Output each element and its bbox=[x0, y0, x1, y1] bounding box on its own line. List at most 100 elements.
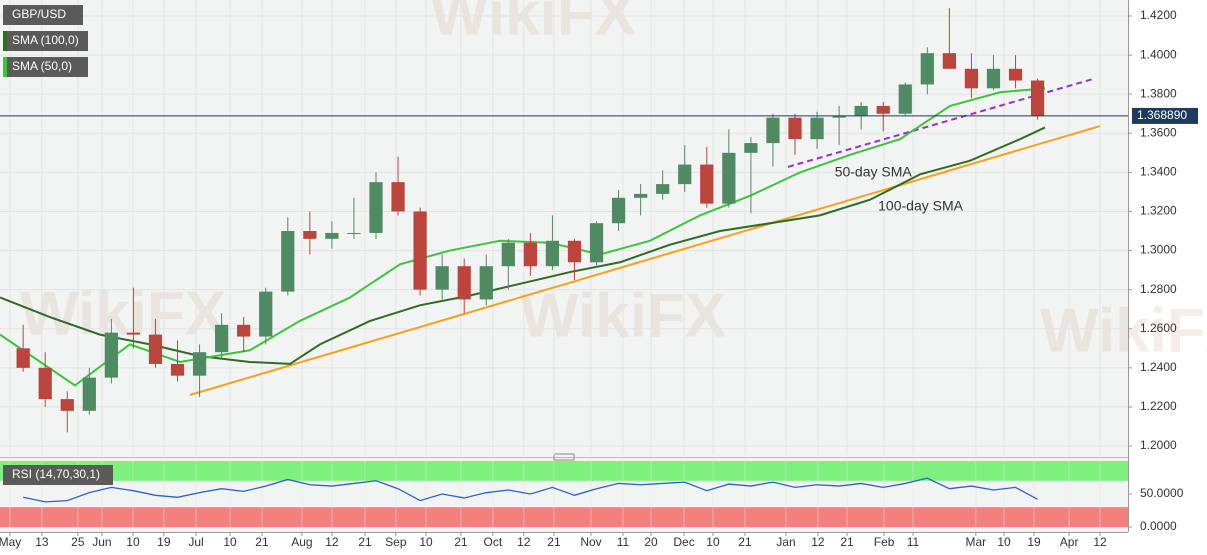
x-tick-label: 21 bbox=[358, 535, 372, 549]
candle-body bbox=[82, 377, 96, 411]
candle-body bbox=[126, 332, 141, 335]
y-tick-label: 50.0000 bbox=[1140, 486, 1184, 500]
legend-swatch bbox=[3, 57, 7, 77]
candle-body bbox=[501, 242, 515, 267]
y-tick-label: 1.3800 bbox=[1140, 86, 1177, 100]
pane-handle[interactable] bbox=[553, 453, 575, 461]
x-tick-label: 12 bbox=[811, 535, 825, 549]
candle-body bbox=[656, 184, 670, 194]
y-tick-label: 0.0000 bbox=[1140, 519, 1177, 533]
candle-body bbox=[16, 348, 30, 368]
legend-box[interactable] bbox=[3, 57, 88, 77]
candle-body bbox=[854, 105, 868, 116]
x-tick-label: Apr bbox=[1060, 535, 1079, 549]
x-tick-label: 10 bbox=[997, 535, 1011, 549]
candle-body bbox=[611, 197, 626, 224]
x-tick-label: 12 bbox=[517, 535, 531, 549]
watermark: WikiFX bbox=[20, 279, 226, 348]
candle-body bbox=[876, 105, 890, 114]
candle-body bbox=[259, 291, 273, 337]
candle-body bbox=[678, 164, 692, 185]
candle-body bbox=[986, 68, 1001, 89]
candle-body bbox=[788, 117, 802, 140]
x-tick-label: 11 bbox=[907, 535, 920, 549]
candle-body bbox=[413, 211, 427, 290]
x-tick-label: 10 bbox=[223, 535, 237, 549]
candle-body bbox=[1030, 80, 1045, 116]
x-tick-label: 10 bbox=[126, 535, 140, 549]
legend-label: GBP/USD bbox=[12, 7, 66, 21]
y-tick-label: 1.2400 bbox=[1140, 360, 1177, 374]
candle-body bbox=[567, 240, 582, 263]
candle-body bbox=[920, 53, 934, 85]
candle-body bbox=[479, 266, 493, 300]
x-tick-label: 10 bbox=[706, 535, 720, 549]
candle-body bbox=[170, 363, 185, 376]
y-tick-label: 1.2600 bbox=[1140, 321, 1177, 335]
x-tick-label: 19 bbox=[157, 535, 171, 549]
x-tick-label: May bbox=[0, 535, 21, 549]
x-tick-label: 12 bbox=[1093, 535, 1107, 549]
y-tick-label: 1.3000 bbox=[1140, 243, 1177, 257]
x-tick-label: Jul bbox=[188, 535, 203, 549]
candle-body bbox=[60, 399, 74, 411]
candle-body bbox=[435, 266, 449, 290]
y-tick-label: 1.2200 bbox=[1140, 399, 1177, 413]
legend-label: RSI (14,70,30,1) bbox=[12, 467, 100, 481]
x-tick-label: Aug bbox=[291, 535, 312, 549]
legend-box[interactable] bbox=[3, 5, 83, 25]
candle-body bbox=[810, 117, 824, 140]
y-tick-label: 1.2800 bbox=[1140, 282, 1177, 296]
candle-body bbox=[589, 223, 604, 263]
candle-body bbox=[766, 117, 780, 144]
y-tick-label: 1.4000 bbox=[1140, 47, 1177, 61]
candle-body bbox=[942, 53, 956, 69]
x-tick-label: 10 bbox=[419, 535, 433, 549]
x-tick-label: Mar bbox=[965, 535, 986, 549]
legend-box bbox=[3, 465, 113, 485]
candle-body bbox=[303, 231, 317, 239]
x-tick-label: Feb bbox=[874, 535, 895, 549]
last-price-box bbox=[1132, 107, 1198, 124]
candle-body bbox=[898, 84, 912, 114]
legend-box[interactable] bbox=[3, 31, 88, 51]
rsi-band bbox=[0, 507, 1128, 527]
x-tick-label: 13 bbox=[35, 535, 49, 549]
candle-body bbox=[545, 240, 560, 267]
y-tick-label: 1.3200 bbox=[1140, 204, 1177, 218]
candle-body bbox=[148, 334, 163, 364]
y-tick-label: 1.4200 bbox=[1140, 8, 1177, 22]
watermark: WikiFX bbox=[430, 0, 636, 48]
annotation: 50-day SMA bbox=[835, 164, 913, 180]
candle-body bbox=[38, 367, 52, 400]
x-tick-label: Nov bbox=[580, 535, 601, 549]
candle-body bbox=[523, 242, 537, 267]
x-tick-label: 20 bbox=[644, 535, 658, 549]
x-tick-label: 21 bbox=[547, 535, 561, 549]
candle-body bbox=[964, 68, 979, 89]
x-tick-label: 19 bbox=[1027, 535, 1041, 549]
x-tick-label: Sep bbox=[385, 535, 407, 549]
annotation: 100-day SMA bbox=[878, 198, 963, 214]
x-tick-label: Oct bbox=[484, 535, 503, 549]
candle-body bbox=[722, 152, 736, 204]
candle-body bbox=[634, 193, 648, 198]
y-tick-label: 1.3400 bbox=[1140, 165, 1177, 179]
watermark: WikiFX bbox=[1040, 296, 1207, 365]
candle-body bbox=[325, 232, 339, 239]
candle-body bbox=[104, 332, 118, 378]
candle-body bbox=[369, 182, 383, 233]
x-tick-label: 21 bbox=[738, 535, 752, 549]
candle-body bbox=[832, 115, 846, 118]
y-tick-label: 1.3600 bbox=[1140, 125, 1177, 139]
legend-label: SMA (100,0) bbox=[12, 33, 79, 47]
rsi-band bbox=[0, 460, 1128, 481]
x-tick-label: 12 bbox=[325, 535, 339, 549]
x-tick-label: 11 bbox=[617, 535, 630, 549]
candle-body bbox=[1008, 68, 1023, 81]
candle-body bbox=[281, 231, 295, 292]
legend-swatch bbox=[3, 31, 7, 51]
x-tick-label: Jan bbox=[776, 535, 795, 549]
legend-label: SMA (50,0) bbox=[12, 59, 72, 73]
